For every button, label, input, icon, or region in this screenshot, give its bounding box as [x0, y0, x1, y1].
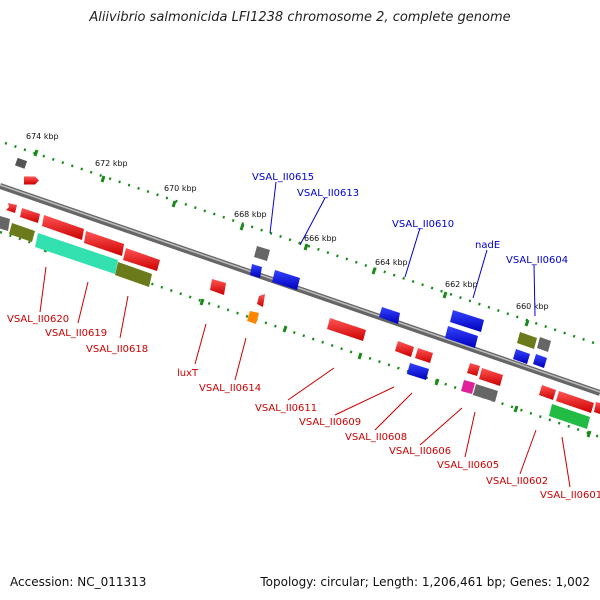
- gene-feature[interactable]: [115, 262, 152, 287]
- gene-label-reverse[interactable]: VSAL_II0606: [389, 446, 451, 457]
- gene-feature[interactable]: [556, 391, 594, 413]
- gene-feature[interactable]: [254, 246, 270, 261]
- gene-label-reverse[interactable]: VSAL_II0608: [345, 432, 407, 443]
- gene-feature[interactable]: [42, 215, 84, 240]
- gene-feature[interactable]: [272, 270, 300, 290]
- chromosome-backbone: [0, 183, 600, 396]
- gene-feature[interactable]: [250, 264, 262, 278]
- gene-label-forward[interactable]: VSAL_II0615: [252, 172, 314, 183]
- gene-feature[interactable]: [327, 318, 366, 341]
- gene-feature[interactable]: [461, 380, 475, 394]
- scale-label: 660 kbp: [516, 302, 549, 311]
- gene-label-reverse[interactable]: VSAL_II0605: [437, 460, 499, 471]
- forward-leaders: [269, 181, 536, 317]
- scale-label: 666 kbp: [304, 234, 337, 243]
- gene-label-forward[interactable]: nadE: [475, 240, 500, 251]
- gene-label-reverse[interactable]: VSAL_II0601: [540, 490, 600, 501]
- gene-feature[interactable]: [379, 307, 400, 324]
- gene-feature[interactable]: [594, 402, 600, 414]
- gene-feature[interactable]: [473, 384, 498, 402]
- gene-feature[interactable]: [257, 294, 265, 307]
- gene-label-forward[interactable]: VSAL_II0610: [392, 219, 454, 230]
- gene-label-reverse[interactable]: VSAL_II0611: [255, 403, 317, 414]
- gene-label-reverse[interactable]: luxT: [177, 368, 199, 379]
- gene-feature[interactable]: [84, 231, 124, 256]
- gene-label-forward[interactable]: VSAL_II0604: [506, 255, 568, 266]
- gene-label-reverse[interactable]: VSAL_II0619: [45, 328, 107, 339]
- gene-label-forward[interactable]: VSAL_II0613: [297, 188, 359, 199]
- gene-feature[interactable]: [450, 310, 484, 332]
- gene-feature[interactable]: [395, 341, 414, 357]
- gene-label-reverse[interactable]: VSAL_II0602: [486, 476, 548, 487]
- gene-feature[interactable]: [210, 279, 226, 295]
- map-title: Aliivibrio salmonicida LFI1238 chromosom…: [89, 10, 511, 25]
- gene-feature[interactable]: [6, 203, 17, 213]
- reverse-genes: [210, 279, 600, 429]
- gene-feature[interactable]: [15, 157, 28, 169]
- gene-feature[interactable]: [445, 326, 478, 348]
- gene-feature[interactable]: [537, 337, 551, 352]
- scale-label: 662 kbp: [445, 280, 478, 289]
- gene-feature[interactable]: [123, 248, 160, 271]
- gene-feature[interactable]: [247, 311, 259, 324]
- gene-feature[interactable]: [415, 348, 433, 363]
- scale-label: 668 kbp: [234, 210, 267, 219]
- gene-feature[interactable]: [407, 363, 429, 380]
- gene-label-reverse[interactable]: VSAL_II0618: [86, 344, 148, 355]
- gene-feature[interactable]: [35, 233, 118, 274]
- scale-label: 664 kbp: [375, 258, 408, 267]
- gene-label-reverse[interactable]: VSAL_II0620: [7, 314, 69, 325]
- genome-info-text: Topology: circular; Length: 1,206,461 bp…: [260, 575, 590, 589]
- gene-feature[interactable]: [549, 404, 590, 429]
- gene-feature[interactable]: [533, 354, 547, 368]
- gene-feature[interactable]: [479, 368, 503, 386]
- reverse-leaders: [39, 266, 571, 488]
- scale-label: 670 kbp: [164, 184, 197, 193]
- scale-label: 674 kbp: [26, 132, 59, 141]
- gene-label-reverse[interactable]: VSAL_II0614: [199, 383, 261, 394]
- gene-feature[interactable]: [513, 349, 530, 364]
- gene-feature[interactable]: [467, 363, 480, 376]
- gene-feature[interactable]: [517, 332, 537, 349]
- gene-feature[interactable]: [0, 216, 10, 231]
- gene-label-reverse[interactable]: VSAL_II0609: [299, 417, 361, 428]
- gene-feature[interactable]: [20, 208, 40, 223]
- gene-feature[interactable]: [9, 223, 35, 242]
- scale-label: 672 kbp: [95, 159, 128, 168]
- forward-genes: [0, 203, 551, 368]
- gene-feature[interactable]: [539, 385, 556, 400]
- accession-text: Accession: NC_011313: [10, 575, 147, 589]
- gene-feature[interactable]: [22, 172, 42, 189]
